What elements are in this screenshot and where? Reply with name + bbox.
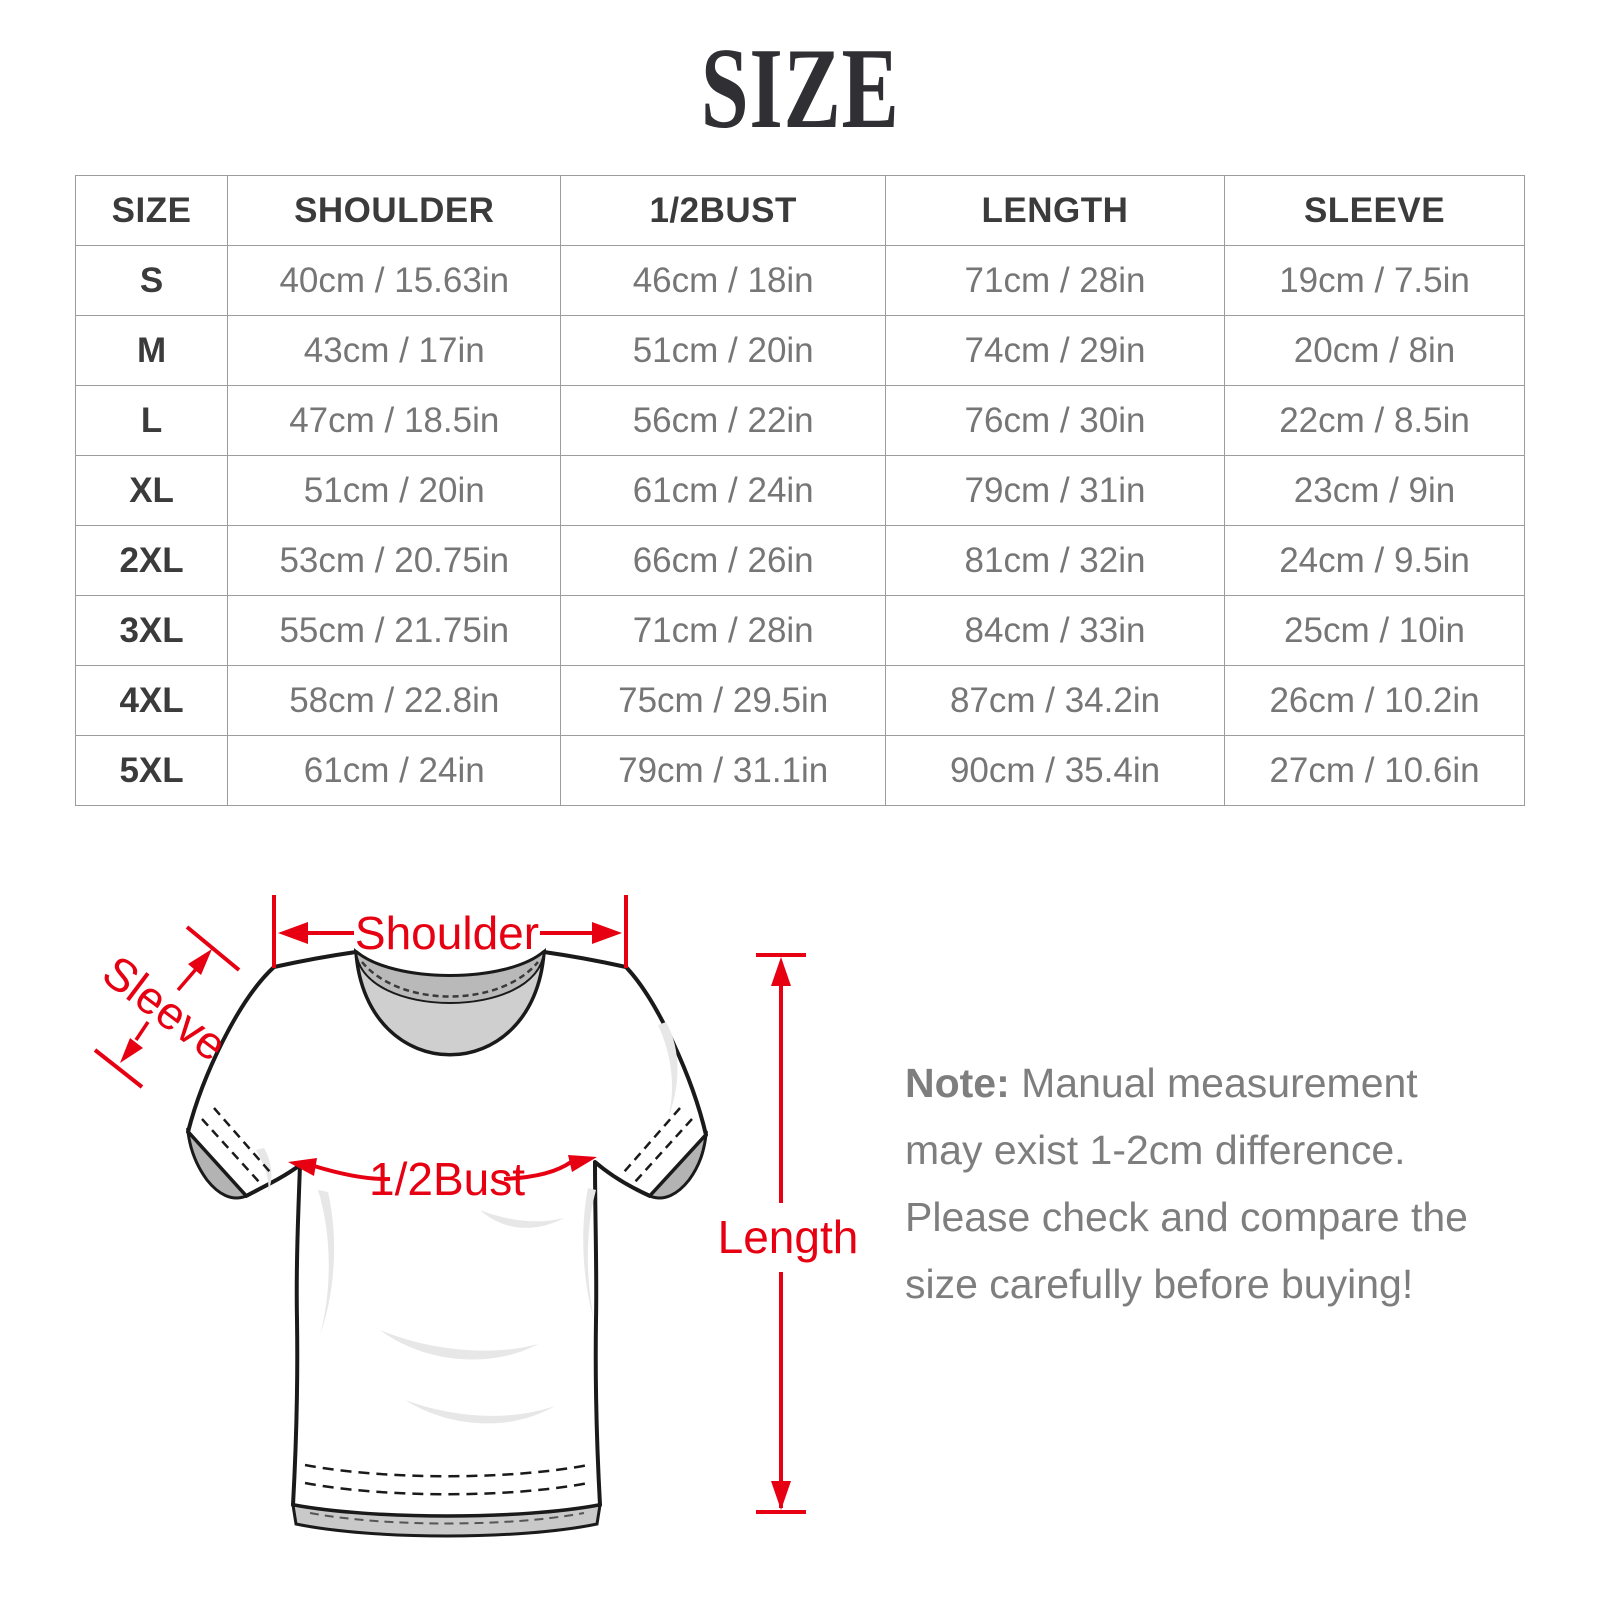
tshirt-left-cuff xyxy=(185,1127,249,1200)
header-cell-bust: 1/2BUST xyxy=(560,175,886,246)
measurement-note: Note: Manual measurement may exist 1-2cm… xyxy=(905,1050,1505,1318)
table-row: 3XL 55cm / 21.75in 71cm / 28in 84cm / 33… xyxy=(74,595,1525,666)
bust-cell: 56cm / 22in xyxy=(560,385,886,456)
shoulder-cell: 53cm / 20.75in xyxy=(227,525,562,596)
shoulder-cell: 51cm / 20in xyxy=(227,455,562,526)
size-cell: 4XL xyxy=(74,665,229,736)
bust-cell: 75cm / 29.5in xyxy=(560,665,886,736)
shoulder-cell: 47cm / 18.5in xyxy=(227,385,562,456)
size-cell: XL xyxy=(74,455,229,526)
sleeve-label: Sleeve xyxy=(93,945,237,1071)
shoulder-left-arrowhead xyxy=(278,922,308,944)
length-cell: 71cm / 28in xyxy=(884,245,1226,316)
length-annotation: Length xyxy=(718,953,859,1514)
length-label: Length xyxy=(718,1211,859,1263)
tshirt-hem-trim-stitch xyxy=(309,1512,585,1525)
header-cell-length: LENGTH xyxy=(884,175,1226,246)
shoulder-right-arrowhead xyxy=(592,922,622,944)
size-cell: M xyxy=(74,315,229,386)
note-label: Note: xyxy=(905,1060,1010,1106)
tshirt-illustration xyxy=(185,947,709,1538)
tshirt-measurement-diagram: Shoulder Sleeve 1/2Bust Length xyxy=(93,895,859,1538)
shoulder-cell: 58cm / 22.8in xyxy=(227,665,562,736)
bust-cell: 46cm / 18in xyxy=(560,245,886,316)
sleeve-top-arrowhead xyxy=(188,949,212,975)
shoulder-cell: 55cm / 21.75in xyxy=(227,595,562,666)
shoulder-cell: 43cm / 17in xyxy=(227,315,562,386)
length-bottom-arrowhead xyxy=(771,1481,791,1510)
table-row: XL 51cm / 20in 61cm / 24in 79cm / 31in 2… xyxy=(74,455,1525,526)
tshirt-collar-stitch xyxy=(361,961,539,998)
table-header-row: SIZE SHOULDER 1/2BUST LENGTH SLEEVE xyxy=(74,175,1525,246)
sleeve-cell: 22cm / 8.5in xyxy=(1224,385,1525,456)
length-cell: 76cm / 30in xyxy=(884,385,1226,456)
size-cell: 2XL xyxy=(74,525,229,596)
size-cell: 5XL xyxy=(74,735,229,806)
sleeve-bottom-tick xyxy=(93,1048,144,1089)
sleeve-cell: 20cm / 8in xyxy=(1224,315,1525,386)
shoulder-annotation: Shoulder xyxy=(272,895,628,968)
table-row: M 43cm / 17in 51cm / 20in 74cm / 29in 20… xyxy=(74,315,1525,386)
header-cell-shoulder: SHOULDER xyxy=(227,175,562,246)
header-cell-size: SIZE xyxy=(74,175,229,246)
length-cell: 84cm / 33in xyxy=(884,595,1226,666)
tshirt-hem-trim xyxy=(291,1503,602,1538)
bust-cell: 66cm / 26in xyxy=(560,525,886,596)
page-title: SIZE xyxy=(0,25,1600,154)
sleeve-bottom-arrowhead xyxy=(120,1038,143,1063)
tshirt-right-cuff xyxy=(647,1130,709,1200)
bust-label: 1/2Bust xyxy=(369,1153,525,1205)
table-row: 4XL 58cm / 22.8in 75cm / 29.5in 87cm / 3… xyxy=(74,665,1525,736)
table-row: S 40cm / 15.63in 46cm / 18in 71cm / 28in… xyxy=(74,245,1525,316)
table-row: 5XL 61cm / 24in 79cm / 31.1in 90cm / 35.… xyxy=(74,735,1525,806)
bust-right-arrowhead xyxy=(568,1155,597,1172)
shoulder-label: Shoulder xyxy=(355,907,539,959)
sleeve-cell: 26cm / 10.2in xyxy=(1224,665,1525,736)
note-text: Manual measurement may exist 1-2cm diffe… xyxy=(905,1060,1468,1307)
sleeve-cell: 23cm / 9in xyxy=(1224,455,1525,526)
shoulder-cell: 61cm / 24in xyxy=(227,735,562,806)
length-cell: 74cm / 29in xyxy=(884,315,1226,386)
length-cell: 90cm / 35.4in xyxy=(884,735,1226,806)
size-cell: L xyxy=(74,385,229,456)
table-row: L 47cm / 18.5in 56cm / 22in 76cm / 30in … xyxy=(74,385,1525,456)
bust-cell: 51cm / 20in xyxy=(560,315,886,386)
tshirt-wrinkles xyxy=(256,1022,678,1424)
sleeve-cell: 25cm / 10in xyxy=(1224,595,1525,666)
page-title-text: SIZE xyxy=(700,25,900,153)
length-cell: 79cm / 31in xyxy=(884,455,1226,526)
length-cell: 87cm / 34.2in xyxy=(884,665,1226,736)
tshirt-collar-band xyxy=(354,949,546,1004)
size-table: SIZE SHOULDER 1/2BUST LENGTH SLEEVE S 40… xyxy=(74,175,1525,806)
sleeve-cell: 24cm / 9.5in xyxy=(1224,525,1525,596)
bust-left-arrowhead xyxy=(288,1158,317,1176)
table-row: 2XL 53cm / 20.75in 66cm / 26in 81cm / 32… xyxy=(74,525,1525,596)
sleeve-cell: 27cm / 10.6in xyxy=(1224,735,1525,806)
length-cell: 81cm / 32in xyxy=(884,525,1226,596)
bust-cell: 71cm / 28in xyxy=(560,595,886,666)
sleeve-top-tick xyxy=(185,925,241,972)
header-cell-sleeve: SLEEVE xyxy=(1224,175,1525,246)
length-top-arrowhead xyxy=(771,957,791,986)
size-cell: 3XL xyxy=(74,595,229,666)
bust-cell: 79cm / 31.1in xyxy=(560,735,886,806)
size-cell: S xyxy=(74,245,229,316)
sleeve-cell: 19cm / 7.5in xyxy=(1224,245,1525,316)
bust-annotation: 1/2Bust xyxy=(288,1153,597,1205)
bust-cell: 61cm / 24in xyxy=(560,455,886,526)
shoulder-cell: 40cm / 15.63in xyxy=(227,245,562,316)
